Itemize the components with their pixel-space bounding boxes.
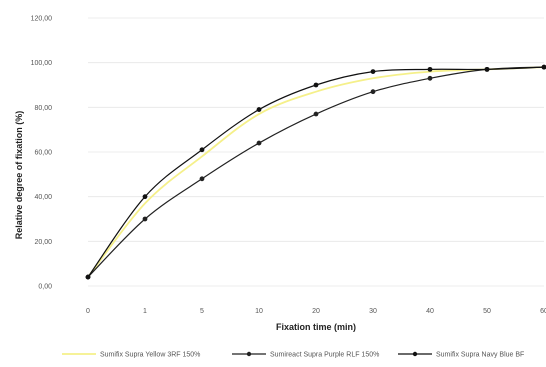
legend: Sumifix Supra Yellow 3RF 150% Sumireact S… <box>62 352 524 359</box>
series-points <box>85 64 546 280</box>
y-tick-label: 40,00 <box>34 194 52 201</box>
data-point <box>313 82 319 88</box>
x-tick-labels: 0 1 5 10 20 30 40 50 60 <box>86 308 546 315</box>
y-tick-label: 120,00 <box>31 16 53 23</box>
x-tick-label: 50 <box>483 308 491 315</box>
y-tick-label: 100,00 <box>31 60 53 67</box>
series-line <box>87 66 545 278</box>
y-tick-label: 80,00 <box>34 105 52 112</box>
data-point <box>85 274 91 280</box>
data-point <box>142 194 148 200</box>
x-tick-label: 20 <box>312 308 320 315</box>
series-lines <box>87 66 545 278</box>
x-tick-label: 40 <box>426 308 434 315</box>
x-tick-label: 0 <box>86 308 90 315</box>
y-tick-label: 20,00 <box>34 239 52 246</box>
x-tick-label: 1 <box>143 308 147 315</box>
data-point <box>370 69 376 74</box>
y-tick-label: 0,00 <box>38 284 52 291</box>
legend-marker <box>246 351 252 357</box>
y-axis-title: Relative degree of fixation (%) <box>14 111 24 240</box>
legend-label: Sumireact Supra Purple RLF 150% <box>270 352 379 359</box>
series-line <box>87 66 545 278</box>
legend-label: Sumifix Supra Yellow 3RF 150% <box>100 352 200 359</box>
data-point <box>256 107 262 112</box>
data-point <box>199 176 205 182</box>
data-point <box>427 66 433 72</box>
x-tick-label: 5 <box>200 308 204 315</box>
x-axis-title: Fixation time (min) <box>276 322 356 332</box>
data-point <box>427 75 433 81</box>
data-point <box>199 147 205 153</box>
x-tick-label: 30 <box>369 308 377 315</box>
y-tick-label: 60,00 <box>34 150 52 157</box>
series-line <box>87 66 545 278</box>
data-point <box>484 66 490 72</box>
data-point <box>256 140 262 146</box>
data-point <box>370 89 376 95</box>
data-point <box>313 111 319 117</box>
legend-marker <box>412 351 418 357</box>
x-tick-label: 10 <box>255 308 263 315</box>
y-tick-labels: 0,00 20,00 40,00 60,00 80,00 100,00 120,00 <box>31 16 53 291</box>
legend-label: Sumifix Supra Navy Blue BF <box>436 352 524 359</box>
data-point <box>541 64 546 70</box>
x-tick-label: 60 <box>540 308 546 315</box>
data-point <box>142 216 148 222</box>
gridlines <box>88 17 544 287</box>
